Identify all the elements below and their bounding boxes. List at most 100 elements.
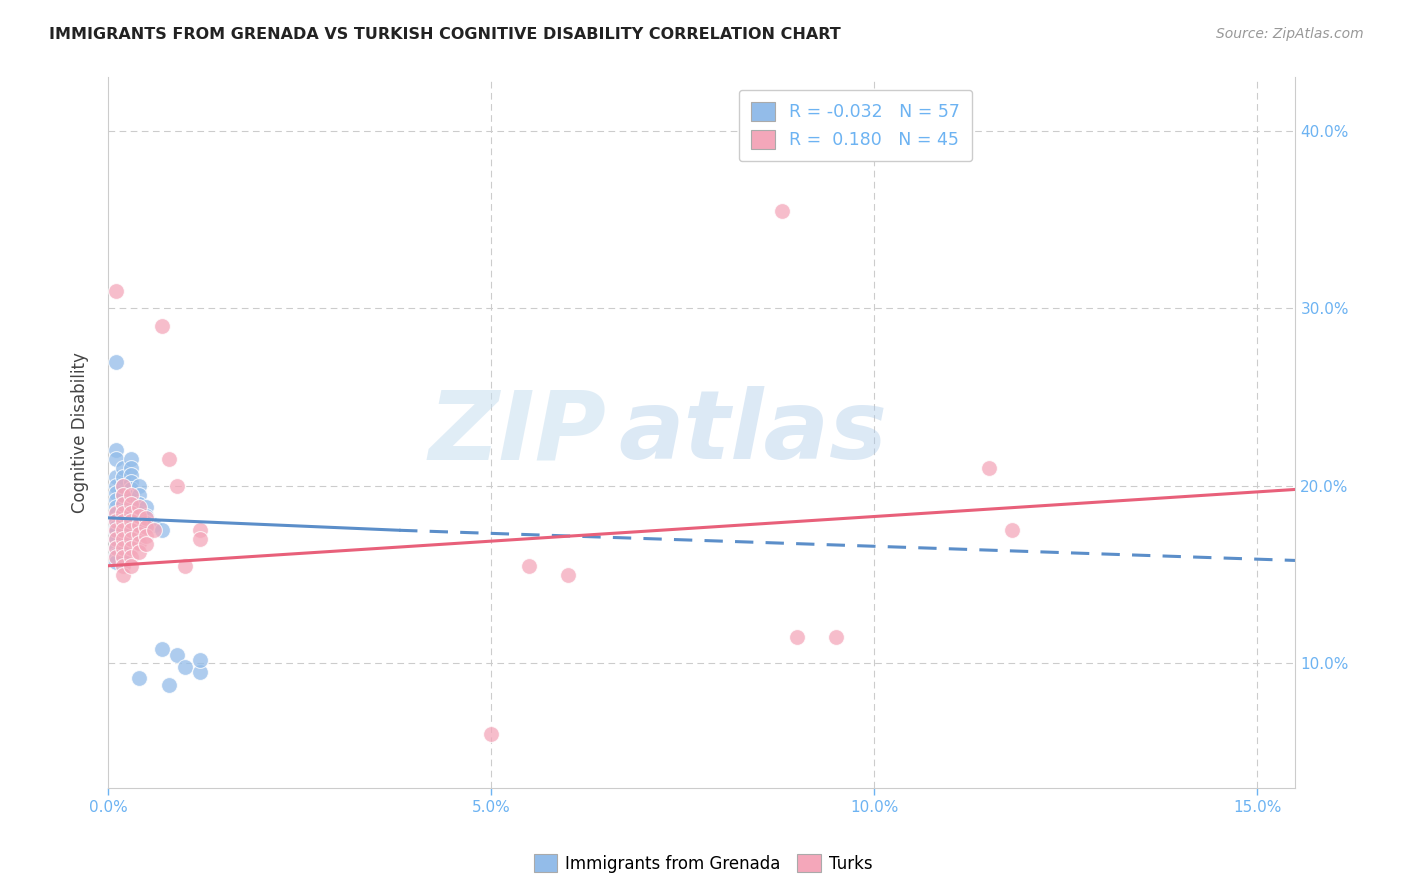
Point xyxy=(112,461,135,475)
Point xyxy=(104,524,127,539)
Point xyxy=(120,532,142,546)
Point xyxy=(128,500,150,515)
Point xyxy=(112,549,135,564)
Point xyxy=(112,479,135,493)
Point xyxy=(112,506,135,520)
Point xyxy=(128,526,150,541)
Point xyxy=(188,532,211,546)
Point xyxy=(112,532,135,546)
Point xyxy=(120,504,142,518)
Point xyxy=(120,461,142,475)
Point xyxy=(977,461,1000,475)
Point xyxy=(188,653,211,667)
Point xyxy=(517,558,540,573)
Point xyxy=(120,483,142,497)
Point xyxy=(135,537,157,551)
Point xyxy=(120,549,142,564)
Point xyxy=(173,558,195,573)
Point xyxy=(150,523,173,537)
Point xyxy=(128,544,150,558)
Point xyxy=(120,517,142,532)
Point xyxy=(128,506,150,520)
Point xyxy=(112,517,135,532)
Text: ZIP: ZIP xyxy=(429,386,607,479)
Point xyxy=(104,549,127,564)
Point xyxy=(112,539,135,553)
Point xyxy=(128,513,150,527)
Point xyxy=(104,523,127,537)
Point xyxy=(104,541,127,555)
Point xyxy=(142,523,165,537)
Point xyxy=(557,567,579,582)
Point xyxy=(135,516,157,531)
Point xyxy=(104,532,127,546)
Point xyxy=(104,354,127,368)
Point xyxy=(188,665,211,680)
Point xyxy=(112,515,135,529)
Point xyxy=(135,509,157,524)
Point xyxy=(120,452,142,467)
Point xyxy=(112,488,135,502)
Point xyxy=(112,497,135,511)
Point xyxy=(104,541,127,555)
Point xyxy=(120,468,142,483)
Point xyxy=(104,532,127,546)
Point xyxy=(157,452,180,467)
Point xyxy=(824,630,846,644)
Point xyxy=(112,488,135,502)
Point xyxy=(1001,523,1024,537)
Point xyxy=(128,509,150,524)
Point xyxy=(104,479,127,493)
Point xyxy=(104,443,127,458)
Legend: Immigrants from Grenada, Turks: Immigrants from Grenada, Turks xyxy=(527,847,879,880)
Point xyxy=(120,497,142,511)
Text: atlas: atlas xyxy=(619,386,887,479)
Point xyxy=(104,284,127,298)
Point xyxy=(128,497,150,511)
Point xyxy=(120,532,142,546)
Point xyxy=(104,519,127,533)
Point xyxy=(166,479,188,493)
Point xyxy=(128,671,150,685)
Point xyxy=(104,493,127,508)
Point xyxy=(112,532,135,546)
Point xyxy=(157,678,180,692)
Point xyxy=(104,500,127,515)
Point xyxy=(135,528,157,542)
Point xyxy=(120,506,142,520)
Point xyxy=(104,470,127,484)
Point xyxy=(104,548,127,562)
Point xyxy=(112,541,135,555)
Point xyxy=(112,553,135,567)
Legend: R = -0.032   N = 57, R =  0.180   N = 45: R = -0.032 N = 57, R = 0.180 N = 45 xyxy=(738,90,972,161)
Point xyxy=(166,648,188,662)
Point xyxy=(112,558,135,573)
Point xyxy=(120,524,142,539)
Point xyxy=(104,555,127,569)
Point xyxy=(786,630,808,644)
Point xyxy=(104,513,127,527)
Point xyxy=(128,535,150,549)
Point xyxy=(120,490,142,504)
Point xyxy=(150,642,173,657)
Text: IMMIGRANTS FROM GRENADA VS TURKISH COGNITIVE DISABILITY CORRELATION CHART: IMMIGRANTS FROM GRENADA VS TURKISH COGNI… xyxy=(49,27,841,42)
Point xyxy=(135,511,157,525)
Point xyxy=(120,475,142,490)
Point xyxy=(150,319,173,334)
Point xyxy=(128,488,150,502)
Point xyxy=(770,203,793,218)
Point xyxy=(120,515,142,529)
Point xyxy=(120,488,142,502)
Point xyxy=(120,497,142,511)
Point xyxy=(112,479,135,493)
Point xyxy=(135,500,157,515)
Text: Source: ZipAtlas.com: Source: ZipAtlas.com xyxy=(1216,27,1364,41)
Point xyxy=(112,497,135,511)
Point xyxy=(112,504,135,518)
Point xyxy=(128,517,150,532)
Point xyxy=(135,519,157,533)
Point xyxy=(112,511,135,525)
Point xyxy=(173,660,195,674)
Point xyxy=(104,506,127,520)
Y-axis label: Cognitive Disability: Cognitive Disability xyxy=(72,352,89,513)
